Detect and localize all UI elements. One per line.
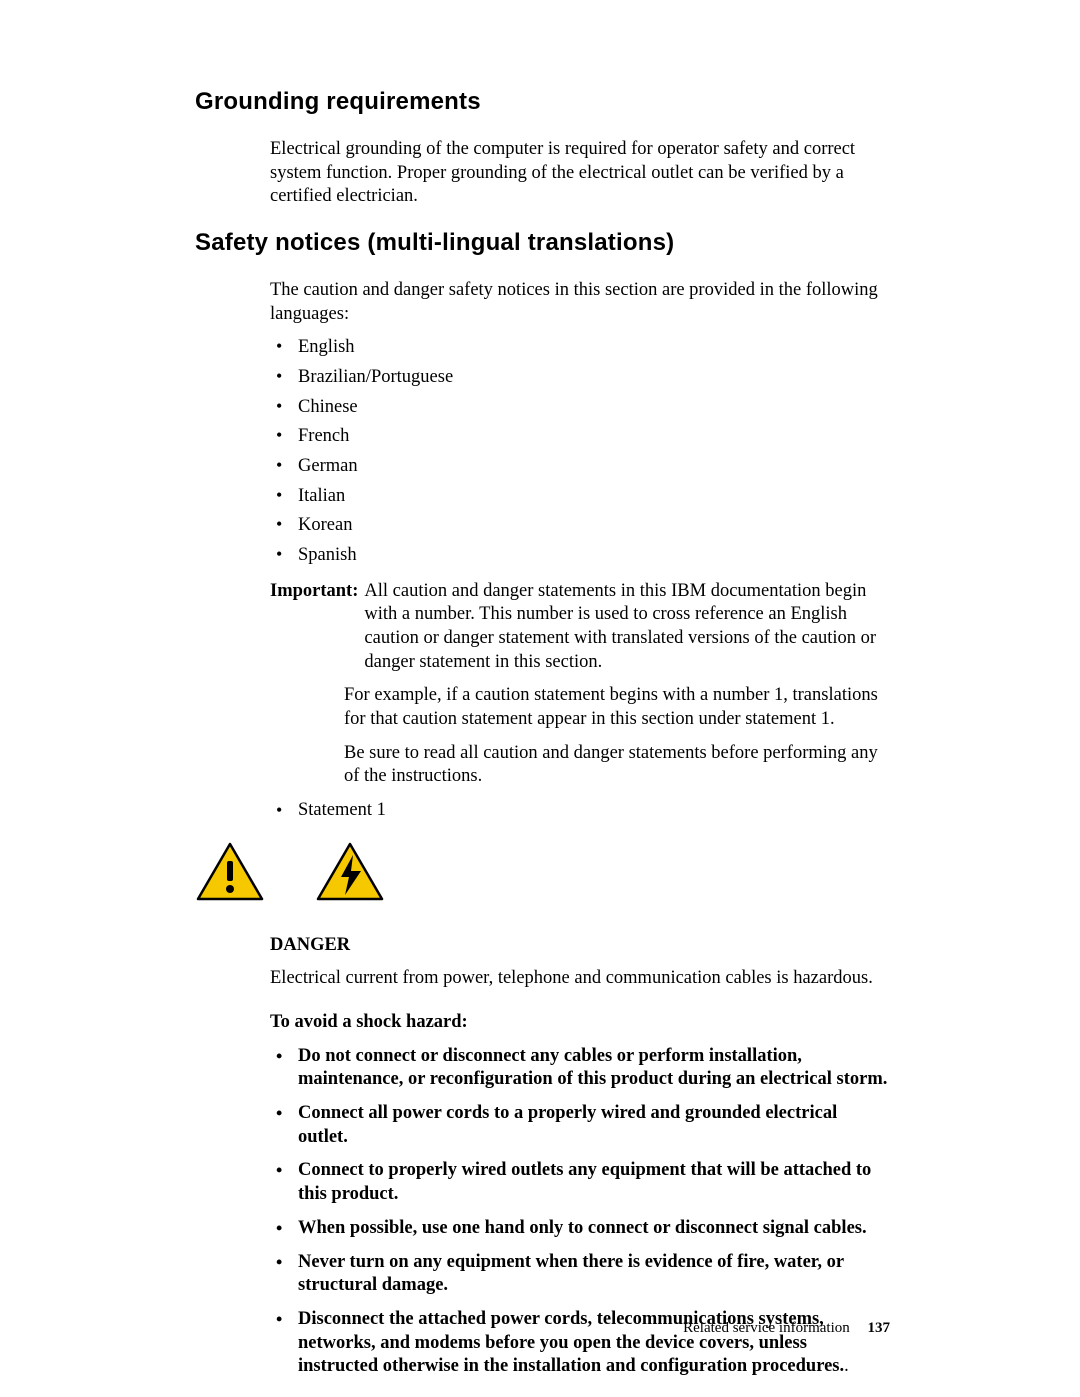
list-item-text: Disconnect the attached power cords, tel… — [298, 1309, 844, 1376]
list-item: Spanish — [270, 544, 890, 568]
language-list: English Brazilian/Portuguese Chinese Fre… — [270, 336, 890, 567]
list-item: Italian — [270, 485, 890, 509]
safety-intro: The caution and danger safety notices in… — [270, 279, 890, 326]
danger-paragraph: Electrical current from power, telephone… — [270, 967, 890, 991]
important-followups: For example, if a caution statement begi… — [344, 684, 890, 789]
danger-block: DANGER Electrical current from power, te… — [270, 934, 890, 1379]
heading-grounding: Grounding requirements — [195, 88, 890, 116]
list-item: Brazilian/Portuguese — [270, 366, 890, 390]
page-number: 137 — [868, 1320, 891, 1336]
list-item: French — [270, 425, 890, 449]
list-item: Do not connect or disconnect any cables … — [270, 1045, 890, 1092]
important-text-1: All caution and danger statements in thi… — [364, 580, 890, 675]
list-item: Disconnect the attached power cords, tel… — [270, 1308, 890, 1379]
list-item: Never turn on any equipment when there i… — [270, 1251, 890, 1298]
important-label: Important: — [270, 580, 364, 675]
important-text-3: Be sure to read all caution and danger s… — [344, 742, 890, 789]
caution-triangle-icon — [195, 841, 265, 908]
grounding-paragraph: Electrical grounding of the computer is … — [270, 138, 890, 209]
important-text-2: For example, if a caution statement begi… — [344, 684, 890, 731]
danger-heading: DANGER — [270, 934, 890, 958]
list-item: When possible, use one hand only to conn… — [270, 1217, 890, 1241]
list-item: English — [270, 336, 890, 360]
avoid-heading: To avoid a shock hazard: — [270, 1011, 890, 1035]
section-safety-body: The caution and danger safety notices in… — [270, 279, 890, 823]
heading-safety-notices: Safety notices (multi-lingual translatio… — [195, 229, 890, 257]
important-block: Important: All caution and danger statem… — [270, 580, 890, 789]
footer-text: Related service information — [683, 1320, 850, 1336]
list-item: Korean — [270, 514, 890, 538]
statement-list: Statement 1 — [270, 799, 890, 823]
hazard-icons-row — [195, 841, 890, 908]
section-grounding-body: Electrical grounding of the computer is … — [270, 138, 890, 209]
list-item: Chinese — [270, 396, 890, 420]
electric-shock-icon — [315, 841, 385, 908]
list-item: Connect all power cords to a properly wi… — [270, 1102, 890, 1149]
list-item: Connect to properly wired outlets any eq… — [270, 1159, 890, 1206]
page-footer: Related service information 137 — [683, 1320, 890, 1337]
statement-item: Statement 1 — [270, 799, 890, 823]
list-item: German — [270, 455, 890, 479]
document-page: Grounding requirements Electrical ground… — [0, 0, 1080, 1397]
